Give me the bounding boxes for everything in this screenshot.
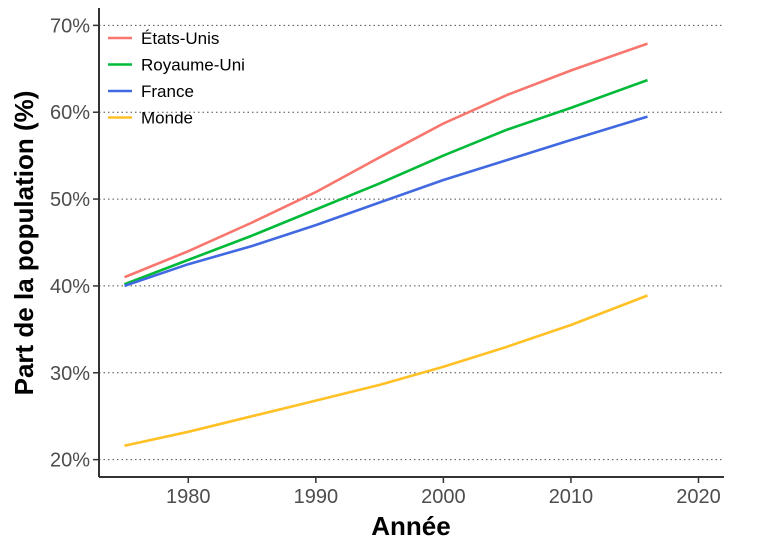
x-tick-label: 2020 [676,486,721,508]
axes [98,8,724,478]
x-tick-label: 1990 [294,486,339,508]
series-lines [124,42,648,447]
series-line-0 [124,42,648,279]
series-line-3 [124,294,648,447]
y-tick-label: 40% [50,276,90,298]
legend: États-Unis Royaume-Uni France Monde [108,29,245,128]
legend-label-1: Royaume-Uni [141,56,245,75]
y-tick-label: 30% [50,363,90,385]
legend-label-2: France [141,82,194,101]
x-tick-label: 2010 [549,486,594,508]
y-axis-title: Part de la population (%) [9,91,39,396]
legend-label-3: Monde [141,109,193,128]
x-tick-label: 2000 [421,486,466,508]
y-tick-label: 70% [50,15,90,37]
legend-label-0: États-Unis [141,29,219,48]
x-axis-title: Année [371,511,450,541]
y-axis-ticks: 20% 30% 40% 50% 60% 70% [50,15,99,472]
y-tick-label: 50% [50,189,90,211]
y-tick-label: 60% [50,102,90,124]
series-line-2 [124,115,648,288]
grid-lines [99,24,724,461]
x-tick-label: 1980 [166,486,211,508]
series-line-1 [124,78,648,286]
x-axis-ticks: 1980 1990 2000 2010 2020 [166,477,721,508]
y-tick-label: 20% [50,450,90,472]
